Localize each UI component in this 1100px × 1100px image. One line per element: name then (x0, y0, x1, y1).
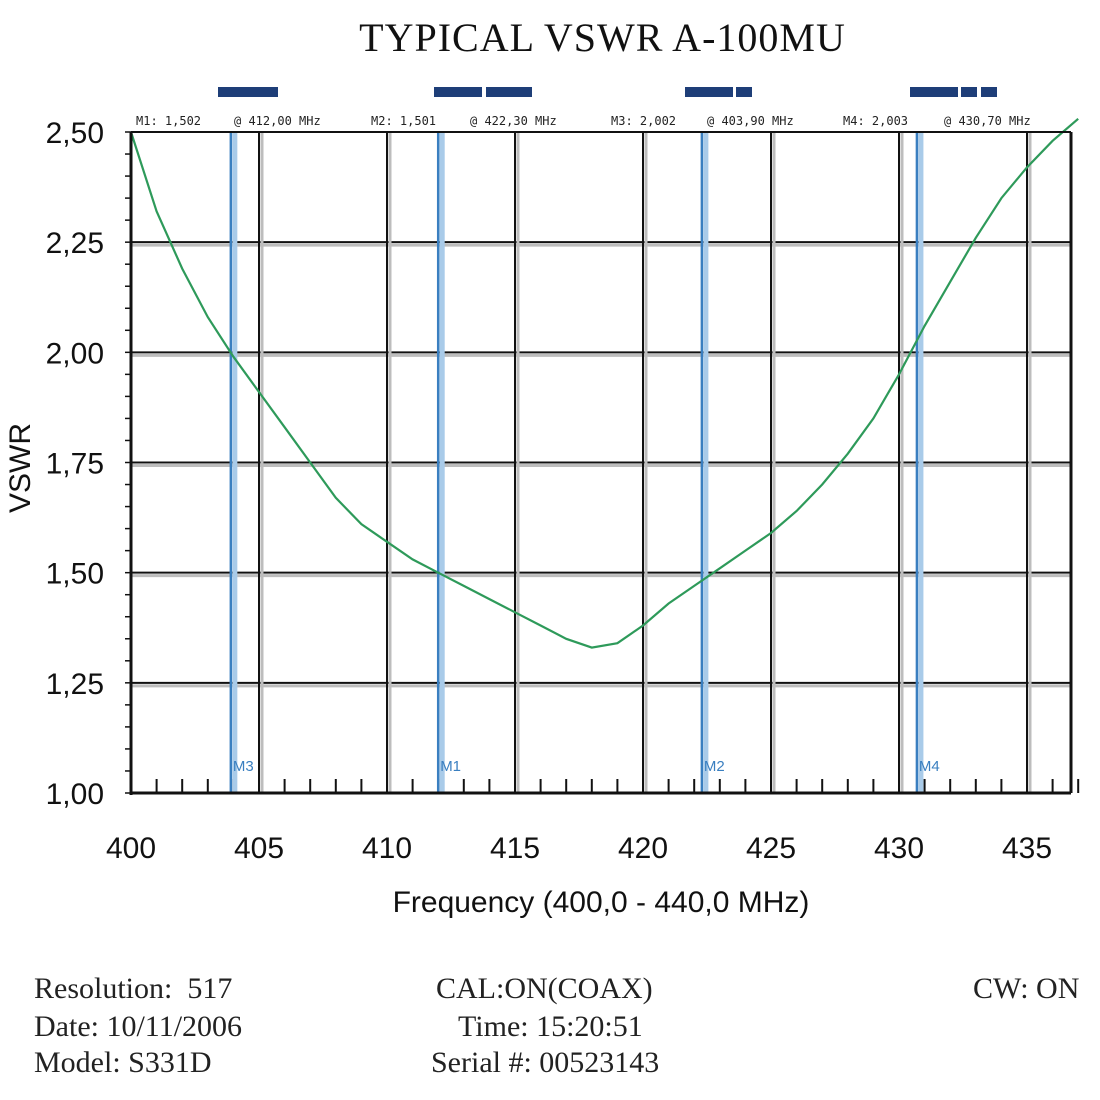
x-tick-label: 435 (1002, 832, 1052, 865)
marker-readout-freq: @ 430,70 MHz (944, 114, 1031, 128)
y-tick-label: 1,75 (46, 448, 104, 481)
y-tick-label: 2,00 (46, 337, 104, 370)
y-tick-label: 1,00 (46, 778, 104, 811)
y-tick-label: 2,25 (46, 227, 104, 260)
marker-lines: M3 M1 M2 M4 (229, 132, 940, 793)
x-tick-label: 420 (618, 832, 668, 865)
y-tick-label: 2,50 (46, 117, 104, 150)
y-tick-label: 1,50 (46, 558, 104, 591)
marker-readout-label: M2: 1,501 (371, 114, 436, 128)
marker-indicators (218, 87, 997, 97)
vswr-trace (129, 117, 1079, 649)
marker-readout: M1: 1,502 @ 412,00 MHz M2: 1,501 @ 422,30 M… (136, 114, 1031, 128)
chart-title: TYPICAL VSWR A-100MU (359, 15, 846, 60)
footer-date: Date: 10/11/2006 (34, 1010, 243, 1043)
grid (131, 132, 1071, 793)
marker-readout-freq: @ 412,00 MHz (234, 114, 321, 128)
x-tick-label: 410 (362, 832, 412, 865)
axes (129, 131, 1073, 795)
series (129, 117, 1079, 649)
marker-readout-label: M3: 2,002 (611, 114, 676, 128)
x-tick-label: 405 (234, 832, 284, 865)
marker-tag: M1 (440, 758, 461, 775)
marker-indicator (486, 87, 532, 97)
footer-resolution: Resolution: 517 (34, 972, 233, 1005)
x-tick-label: 425 (746, 832, 796, 865)
footer-time: Time: 15:20:51 (458, 1010, 643, 1043)
tick-labels: 1,00 1,25 1,50 1,75 2,00 2,25 2,50 400 405 410 415… (46, 117, 1052, 865)
marker-readout-freq: @ 422,30 MHz (470, 114, 557, 128)
marker-indicator (685, 87, 733, 97)
marker-indicator (961, 87, 977, 97)
marker-readout-label: M1: 1,502 (136, 114, 201, 128)
marker-indicator (910, 87, 958, 97)
x-tick-label: 400 (106, 832, 156, 865)
y-axis-label: VSWR (4, 423, 37, 513)
marker-indicator (218, 87, 278, 97)
footer-model: Model: S331D (34, 1046, 212, 1079)
marker-indicator (981, 87, 997, 97)
footer-serial: Serial #: 00523143 (431, 1046, 660, 1079)
marker-tag: M4 (919, 758, 940, 775)
marker-indicator (434, 87, 482, 97)
y-tick-label: 1,25 (46, 668, 104, 701)
minor-ticks (125, 131, 1080, 794)
x-tick-label: 415 (490, 832, 540, 865)
footer-cw: CW: ON (973, 972, 1080, 1005)
x-tick-label: 430 (874, 832, 924, 865)
marker-readout-label: M4: 2,003 (843, 114, 908, 128)
marker-tag: M3 (233, 758, 254, 775)
marker-indicator (736, 87, 752, 97)
marker-tag: M2 (704, 758, 725, 775)
x-axis-label: Frequency (400,0 - 440,0 MHz) (393, 886, 810, 919)
marker-readout-freq: @ 403,90 MHz (707, 114, 794, 128)
footer-cal: CAL:ON(COAX) (436, 972, 653, 1005)
